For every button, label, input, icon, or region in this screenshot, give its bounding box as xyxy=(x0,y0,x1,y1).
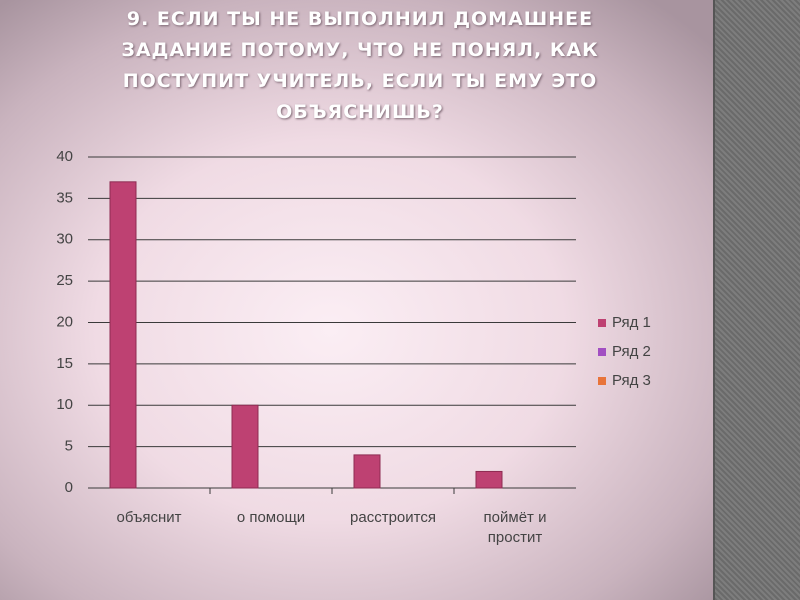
y-tick-label: 25 xyxy=(56,272,73,289)
chart-title: 9. ЕСЛИ ТЫ НЕ ВЫПОЛНИЛ ДОМАШНЕЕ ЗАДАНИЕ … xyxy=(121,8,599,123)
x-tick-label: расстроится xyxy=(350,509,436,526)
bar xyxy=(475,470,503,489)
bar xyxy=(109,181,137,489)
legend-swatch xyxy=(598,348,606,356)
y-tick-label: 5 xyxy=(65,438,73,455)
y-tick-label: 35 xyxy=(56,189,73,206)
x-tick-label: поймёт и простит xyxy=(483,509,547,546)
legend-swatch xyxy=(598,319,606,327)
x-tick-label: о помощи xyxy=(236,509,306,526)
side-strip xyxy=(713,0,800,600)
legend-swatch xyxy=(598,377,606,385)
bar xyxy=(231,404,259,489)
x-tick-label: объяснит xyxy=(116,509,182,526)
legend-label: Ряд 3 xyxy=(612,372,651,389)
y-tick-label: 40 xyxy=(56,148,73,165)
y-tick-label: 30 xyxy=(56,231,73,248)
y-tick-label: 10 xyxy=(56,396,73,413)
y-tick-label: 0 xyxy=(65,479,73,496)
legend-label: Ряд 2 xyxy=(612,343,651,360)
legend-label: Ряд 1 xyxy=(612,314,651,331)
y-tick-label: 15 xyxy=(56,355,73,372)
bar xyxy=(353,454,381,489)
y-tick-label: 20 xyxy=(56,313,73,330)
